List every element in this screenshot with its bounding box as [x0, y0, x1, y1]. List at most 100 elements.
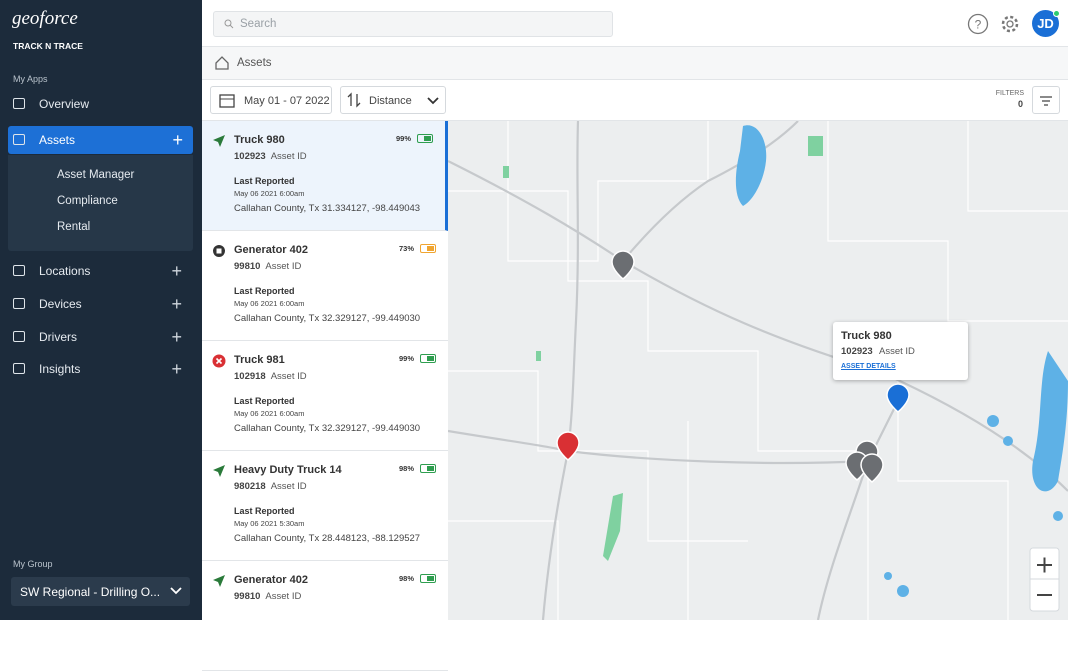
asset-id: 99810 [234, 261, 261, 272]
group-value: SW Regional - Drilling O... [20, 585, 161, 599]
expand-icon[interactable]: + [171, 359, 182, 379]
asset-card[interactable]: Truck 981 102918 Asset ID 99% Last Reported M… [202, 341, 448, 451]
search-box[interactable]: Search [213, 11, 613, 37]
asset-id-row: 102918 Asset ID [234, 371, 307, 382]
battery-level: 73% [398, 244, 414, 253]
nav-icon [13, 363, 25, 374]
submenu-item[interactable]: Asset Manager [57, 169, 135, 181]
asset-id-label: Asset ID [270, 371, 307, 382]
report-time: May 06 2021 5:30am [234, 519, 305, 528]
expand-icon[interactable]: + [171, 261, 182, 281]
report-location: Callahan County, Tx 31.334127, -98.44904… [234, 203, 421, 214]
submenu [8, 155, 193, 251]
filter-icon [1040, 96, 1052, 106]
asset-id-label: Asset ID [270, 151, 307, 162]
popup-id: 102923 [841, 346, 873, 357]
asset-name: Generator 402 [234, 244, 308, 256]
report-location: Callahan County, Tx 32.329127, -99.44903… [234, 423, 421, 434]
nav-label: Overview [39, 97, 90, 111]
report-time: May 06 2021 6:00am [234, 299, 305, 308]
expand-icon[interactable]: + [171, 327, 182, 347]
battery-icon [420, 464, 436, 473]
asset-id-row: 102923 Asset ID [234, 151, 307, 162]
nav-icon [13, 98, 25, 109]
battery-level: 98% [398, 574, 414, 583]
nav-item[interactable]: Overview [0, 90, 202, 118]
chevron [427, 97, 439, 105]
nav-icon [13, 298, 25, 309]
nav-item[interactable]: Drivers + [0, 323, 202, 351]
group-select[interactable]: SW Regional - Drilling O... [11, 577, 190, 606]
help-icon[interactable]: ? [966, 12, 990, 36]
asset-card[interactable]: Generator 402 99810 Asset ID 98% [202, 561, 448, 671]
toolbar: May 01 - 07 2022 Distance FILTERS 0 [202, 80, 1068, 121]
battery-fill [427, 356, 434, 361]
asset-name: Truck 980 [234, 134, 285, 146]
status-label: Last Reported [234, 396, 295, 406]
status-label: Last Reported [234, 176, 295, 186]
asset-id-row: 980218 Asset ID [234, 481, 307, 492]
expand-icon[interactable]: + [171, 294, 182, 314]
tagline: TRACK N TRACE [13, 41, 83, 51]
nav-item[interactable]: Devices + [0, 290, 202, 318]
battery-level: 98% [398, 464, 414, 473]
search-icon [224, 19, 234, 29]
asset-name: Generator 402 [234, 574, 308, 586]
submenu-item[interactable]: Rental [57, 221, 91, 233]
section-label: My Apps [13, 74, 48, 84]
popup-id-label: Asset ID [879, 346, 915, 357]
asset-id-row: 99810 Asset ID [234, 261, 301, 272]
report-time: May 06 2021 6:00am [234, 189, 305, 198]
chevron [170, 587, 182, 595]
asset-name: Heavy Duty Truck 14 [234, 464, 342, 476]
report-location: Callahan County, Tx 32.329127, -99.44903… [234, 313, 421, 324]
nav-label: Devices [39, 297, 82, 311]
sort-select[interactable]: Distance [340, 86, 446, 114]
status-icon [212, 464, 226, 478]
nav-item[interactable]: Assets + [8, 126, 193, 154]
submenu-item[interactable]: Compliance [57, 195, 118, 207]
battery-fill [427, 576, 434, 581]
expand-icon[interactable]: + [172, 130, 183, 150]
asset-id-label: Asset ID [265, 261, 302, 272]
map-pins [556, 250, 910, 483]
sidebar: geoforce TRACK N TRACE My Apps My Group … [0, 0, 202, 620]
map[interactable] [448, 121, 1068, 620]
filter-button[interactable] [1032, 86, 1060, 114]
breadcrumb-bar: Assets [202, 47, 1068, 80]
calendar-icon [219, 94, 235, 108]
asset-card[interactable]: Heavy Duty Truck 14 980218 Asset ID 98% Last… [202, 451, 448, 561]
zoom-control [1029, 547, 1060, 612]
asset-card[interactable]: Generator 402 99810 Asset ID 73% Last Report… [202, 231, 448, 341]
home-icon[interactable] [215, 56, 229, 70]
asset-id: 102923 [234, 151, 266, 162]
breadcrumb: Assets [237, 57, 272, 69]
battery-fill [424, 136, 431, 141]
asset-id: 102918 [234, 371, 266, 382]
asset-card[interactable]: Truck 980 102923 Asset ID 99% Last Reported M… [202, 121, 448, 231]
battery-fill [427, 246, 434, 251]
status-icon [212, 244, 226, 258]
popup-name: Truck 980 [841, 330, 892, 342]
date-picker[interactable]: May 01 - 07 2022 [210, 86, 332, 114]
battery-icon [417, 134, 433, 143]
sort-value: Distance [369, 95, 412, 107]
status-icon [212, 134, 226, 148]
asset-details-link[interactable]: ASSET DETAILS [841, 363, 896, 370]
filters-count: 0 [1017, 99, 1023, 109]
asset-id: 99810 [234, 591, 261, 602]
asset-name: Truck 981 [234, 354, 285, 366]
nav-item[interactable]: Locations + [0, 257, 202, 285]
settings-icon[interactable] [998, 12, 1022, 36]
header: Search ? JD [202, 0, 1068, 47]
report-location: Callahan County, Tx 28.448123, -88.12952… [234, 533, 421, 544]
battery-level: 99% [395, 134, 411, 143]
zoom-in[interactable] [1037, 557, 1052, 573]
battery-icon [420, 354, 436, 363]
online-dot [1053, 10, 1060, 17]
map-popup: Truck 980 102923 Asset ID ASSET DETAILS [833, 322, 968, 380]
nav-item[interactable]: Insights + [0, 355, 202, 383]
status-icon [212, 354, 226, 368]
sort-icon [347, 92, 361, 108]
